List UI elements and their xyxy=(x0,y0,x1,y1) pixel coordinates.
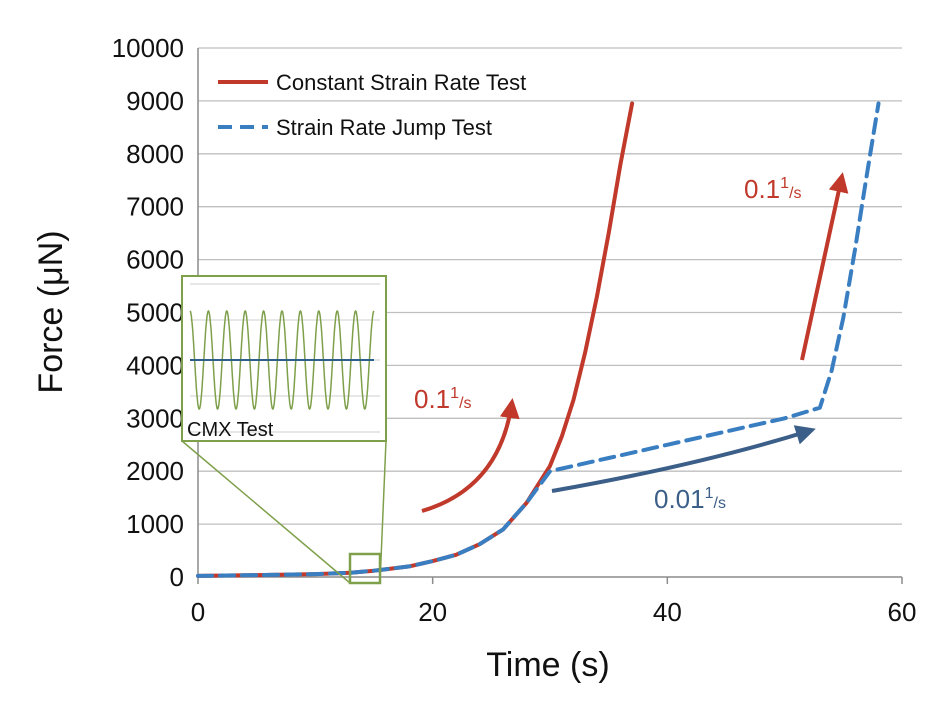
y-tick-6000: 6000 xyxy=(126,245,184,275)
x-tick-20: 20 xyxy=(418,597,447,627)
inset-oscillation xyxy=(189,309,375,411)
inset-cmx: CMX Test xyxy=(181,275,387,585)
annotation-slow-rate: 0.011/s xyxy=(654,484,726,514)
y-tick-8000: 8000 xyxy=(126,139,184,169)
y-tick-5000: 5000 xyxy=(126,298,184,328)
x-tick-40: 40 xyxy=(653,597,682,627)
y-tick-10000: 10000 xyxy=(112,33,184,63)
y-tick-9000: 9000 xyxy=(126,86,184,116)
y-axis-title: Force (μN) xyxy=(32,230,70,393)
legend-label-jump: Strain Rate Jump Test xyxy=(276,115,492,140)
y-tick-0: 0 xyxy=(170,562,184,592)
x-tick-60: 60 xyxy=(888,597,917,627)
inset-label: CMX Test xyxy=(187,419,274,441)
arrow-blue xyxy=(551,425,816,493)
inset-frame xyxy=(181,275,387,442)
inset-zoom-box xyxy=(348,552,382,585)
annotation-high-rate: 0.11/s xyxy=(744,174,802,204)
y-tick-2000: 2000 xyxy=(126,456,184,486)
y-tick-4000: 4000 xyxy=(126,350,184,380)
x-tick-labels: 0 20 40 60 xyxy=(191,597,917,627)
arrow-red-high xyxy=(800,172,849,361)
y-tick-7000: 7000 xyxy=(126,192,184,222)
legend: Constant Strain Rate Test Strain Rate Ju… xyxy=(218,70,526,140)
y-tick-1000: 1000 xyxy=(126,509,184,539)
x-axis-title: Time (s) xyxy=(486,646,609,684)
legend-label-constant: Constant Strain Rate Test xyxy=(276,70,526,95)
y-tick-3000: 3000 xyxy=(126,403,184,433)
inset-connector-top xyxy=(181,440,351,584)
y-tick-labels: 0 1000 2000 3000 4000 5000 6000 7000 8000 9000 100… xyxy=(112,33,184,592)
annotation-low-rate: 0.11/s xyxy=(414,384,472,414)
series-strain-rate-jump xyxy=(196,101,881,578)
x-tick-0: 0 xyxy=(191,597,205,627)
arrow-red-low xyxy=(421,398,520,513)
